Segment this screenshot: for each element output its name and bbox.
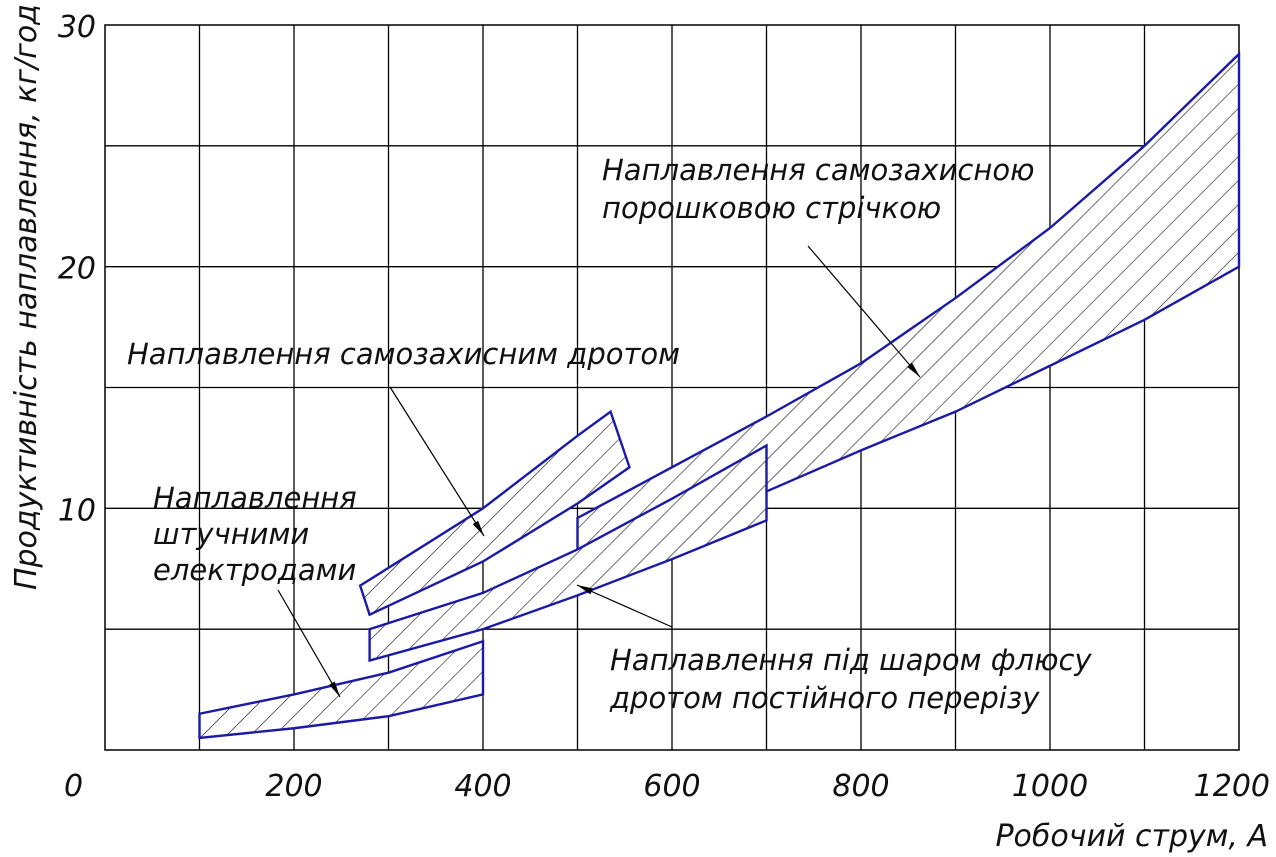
x-tick-label: 1000 bbox=[1012, 769, 1088, 804]
annotation-flux-cored-strip-line: порошковою стрічкою bbox=[602, 191, 941, 225]
arrowhead bbox=[329, 681, 340, 697]
annotation-submerged-arc-line: дротом постійного перерізу bbox=[609, 681, 1040, 715]
chart-text: 0 200 400 600 800 1000 1200 10 20 30 Робочий струм… bbox=[9, 4, 1270, 854]
x-tick-label: 0 bbox=[64, 769, 83, 804]
annotation-submerged-arc-line: Наплавлення під шаром флюсу bbox=[610, 643, 1092, 677]
strip-leader bbox=[807, 245, 921, 378]
annotation-flux-cored-strip-line: Наплавлення самозахисною bbox=[602, 153, 1035, 187]
flux-leader bbox=[576, 584, 673, 628]
plot-frame bbox=[104, 24, 1240, 751]
electrodes-leader bbox=[277, 589, 341, 698]
arrowhead bbox=[472, 520, 484, 536]
arrowhead bbox=[907, 362, 920, 377]
wire-leader bbox=[389, 386, 485, 537]
y-tick-label: 30 bbox=[58, 10, 96, 45]
annotation-electrodes-line: штучними bbox=[153, 517, 309, 551]
grid bbox=[104, 24, 1240, 751]
y-tick-label: 10 bbox=[58, 493, 96, 528]
y-axis-title: Продуктивність наплавлення, кг/год bbox=[9, 4, 44, 590]
y-tick-label: 20 bbox=[58, 252, 96, 287]
annotation-electrodes-line: Наплавлення bbox=[153, 481, 357, 515]
x-tick-label: 200 bbox=[265, 769, 322, 804]
x-tick-label: 600 bbox=[643, 769, 700, 804]
arrowhead bbox=[577, 585, 593, 595]
data-bands bbox=[198, 51, 1241, 740]
self-shielded-wire-band bbox=[358, 409, 631, 617]
leader-lines bbox=[277, 245, 921, 698]
x-tick-label: 1200 bbox=[1194, 769, 1270, 804]
annotation-electrodes-line: електродами bbox=[153, 553, 356, 587]
submerged-arc-band bbox=[368, 443, 768, 663]
flux-cored-strip-band bbox=[576, 51, 1241, 564]
x-tick-label: 400 bbox=[454, 769, 511, 804]
x-axis-title: Робочий струм, А bbox=[995, 819, 1268, 854]
electrodes-band bbox=[198, 639, 485, 740]
annotation-self-shielded-wire-line: Наплавлення самозахисним дротом bbox=[127, 337, 680, 371]
x-tick-label: 800 bbox=[832, 769, 889, 804]
